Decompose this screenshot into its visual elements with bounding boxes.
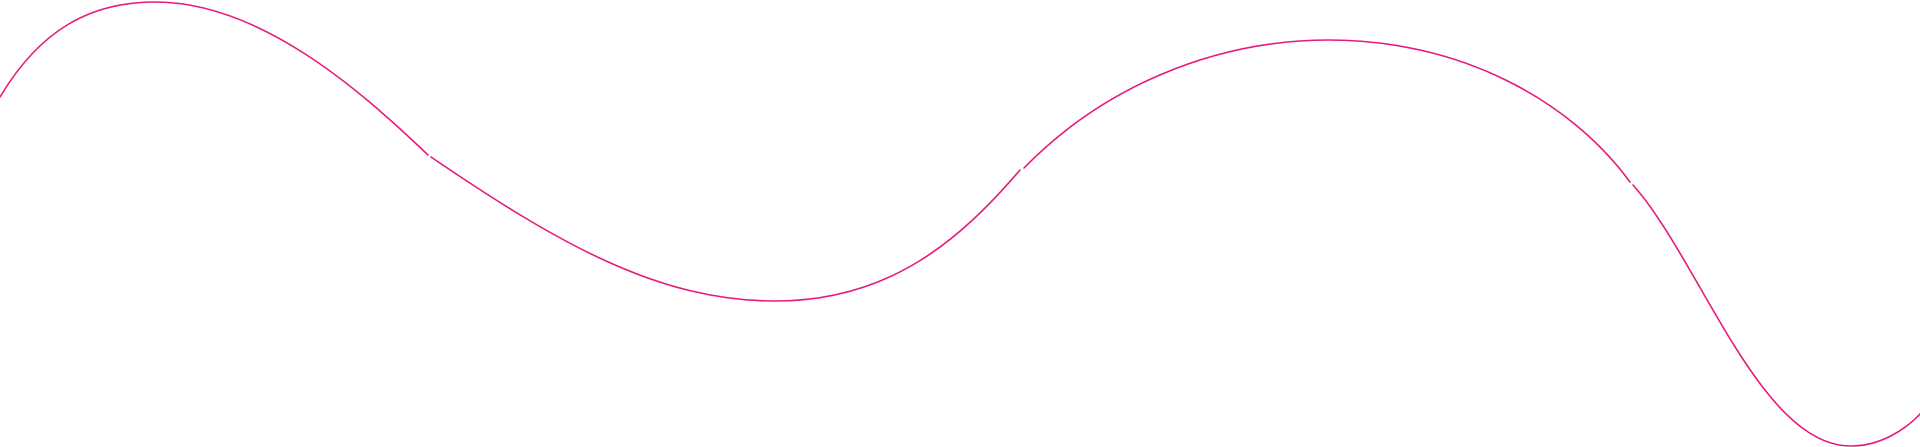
wave-segment-3 <box>1023 39 1631 183</box>
wave-segment-4 <box>1632 184 1920 447</box>
wave-segment-2 <box>430 156 1021 302</box>
wave-segment-1 <box>0 1 429 156</box>
